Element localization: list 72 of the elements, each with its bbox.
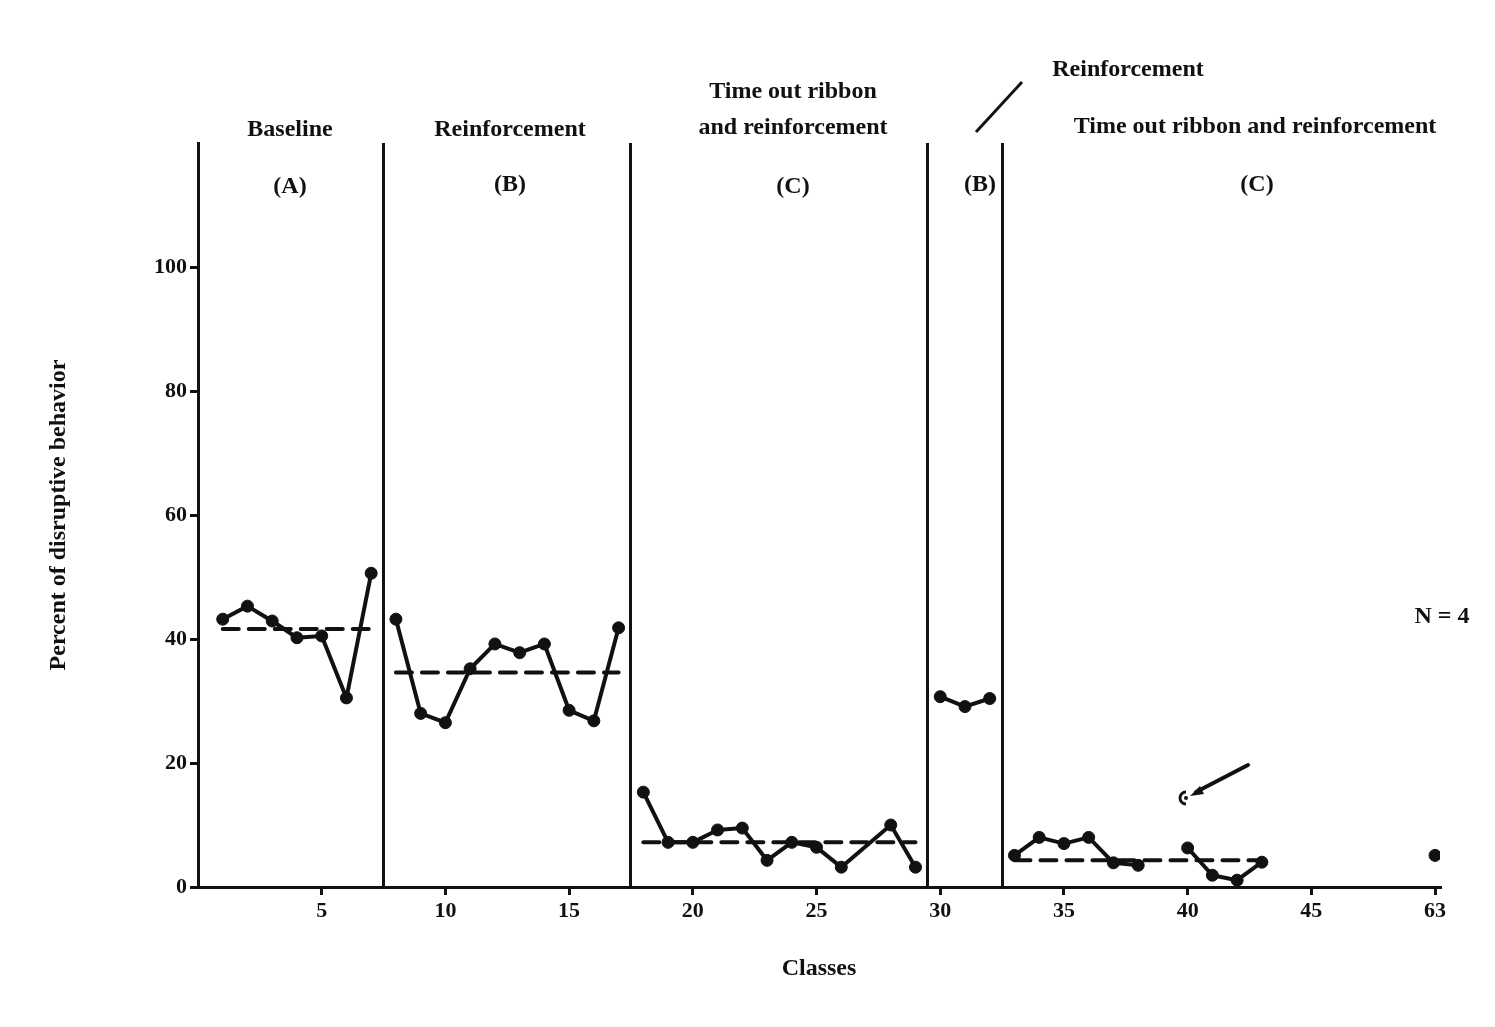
point (958, 700, 972, 714)
point (612, 621, 626, 635)
point (711, 823, 725, 837)
point (1131, 858, 1145, 872)
text: Reinforcement (1052, 54, 1204, 82)
point (463, 662, 477, 676)
point (834, 860, 848, 874)
point (735, 821, 749, 835)
point (983, 692, 997, 706)
point (1007, 848, 1021, 862)
point (537, 637, 551, 651)
point (1082, 830, 1096, 844)
point (290, 631, 304, 645)
point (1106, 856, 1120, 870)
point (389, 612, 403, 626)
point (438, 716, 452, 730)
y-axis-title: Percent of disruptive behavior (43, 359, 70, 671)
point (562, 703, 576, 717)
text: and reinforcement (698, 112, 888, 140)
x-tick-label: 30 (929, 896, 952, 922)
point (933, 690, 947, 704)
x-tick-label: 15 (558, 896, 581, 922)
point (785, 835, 799, 849)
annotation: (C) (1240, 169, 1274, 197)
point (884, 818, 898, 832)
point (636, 785, 650, 799)
y-tick-label: 40 (165, 624, 187, 650)
point (339, 691, 353, 705)
annotation: N = 4 (1414, 601, 1470, 629)
x-tick-label: 10 (434, 896, 457, 922)
point (1181, 841, 1195, 855)
x-tick-label: 45 (1300, 896, 1323, 922)
point (1230, 873, 1244, 887)
point (1032, 830, 1046, 844)
point (513, 646, 527, 660)
x-axis-title: Classes (781, 953, 857, 980)
point (760, 853, 774, 867)
x-tick-label: 63 (1424, 896, 1447, 922)
point (265, 614, 279, 628)
point (1428, 848, 1440, 862)
y-tick-label: 20 (165, 748, 187, 774)
point (686, 835, 700, 849)
x-tick-label: 40 (1176, 896, 1199, 922)
point (240, 599, 254, 613)
text: Reinforcement (434, 114, 586, 142)
point (315, 629, 329, 643)
x-tick-label: 35 (1052, 896, 1075, 922)
point (810, 840, 824, 854)
point (1205, 868, 1219, 882)
point (587, 714, 601, 728)
point (661, 835, 675, 849)
y-tick-label: 100 (154, 252, 187, 278)
text: Baseline (247, 114, 333, 142)
point (908, 860, 922, 874)
text: Time out ribbon (709, 76, 877, 104)
annotation: (A) (273, 171, 307, 199)
point (216, 612, 230, 626)
point (488, 637, 502, 651)
y-tick-label: 60 (165, 500, 187, 526)
x-tick-label: 25 (805, 896, 828, 922)
y-tick-label: 0 (176, 872, 187, 898)
point (1255, 855, 1269, 869)
x-tick-label: 5 (316, 896, 328, 922)
point (414, 706, 428, 720)
annotation: (C) (776, 171, 810, 199)
text: Time out ribbon and reinforcement (1073, 111, 1437, 139)
annotation: (B) (494, 169, 526, 197)
annotation: (B) (964, 169, 996, 197)
point (1057, 837, 1071, 851)
point (364, 566, 378, 580)
y-tick-label: 80 (165, 376, 187, 402)
x-tick-label: 20 (681, 896, 704, 922)
